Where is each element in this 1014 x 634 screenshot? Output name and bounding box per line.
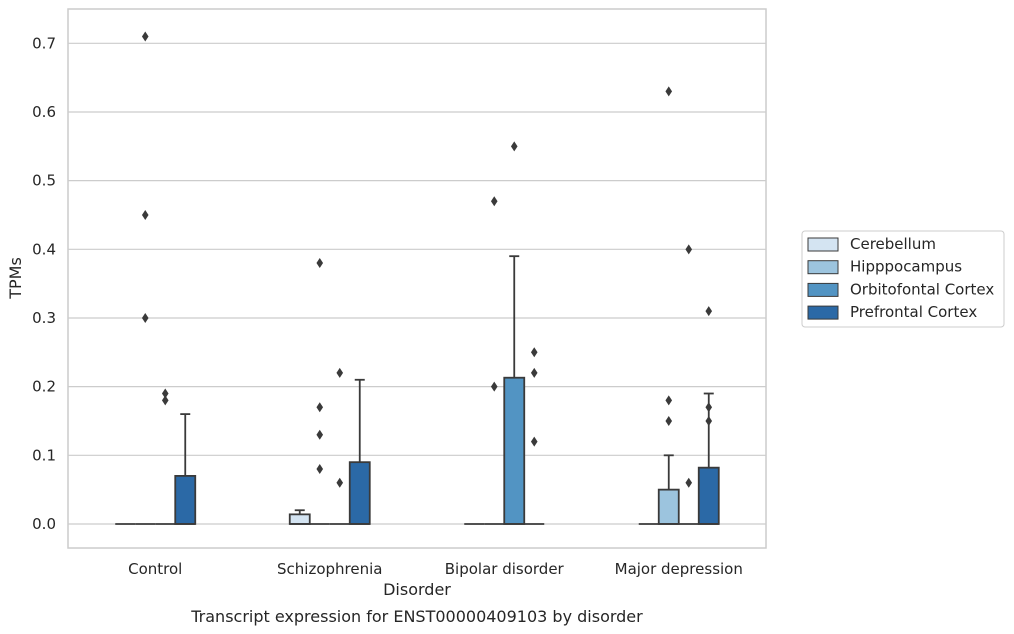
box-2-2 <box>309 258 330 525</box>
y-tick-label: 0.1 <box>32 446 56 464</box>
outlier-point <box>705 402 713 413</box>
outlier-point <box>705 306 713 317</box>
y-tick-label: 0.5 <box>32 172 56 190</box>
x-tick-label: Control <box>128 560 182 578</box>
box-4-2 <box>657 86 680 525</box>
box-rect <box>288 513 311 525</box>
legend-swatch <box>807 260 839 275</box>
x-tick-label: Major depression <box>615 560 743 578</box>
legend-item: Hipppocampus <box>807 258 962 276</box>
legend-swatch <box>807 237 839 252</box>
y-tick-label: 0.4 <box>32 240 56 258</box>
legend-label: Prefrontal Cortex <box>850 303 977 321</box>
y-tick-label: 0.6 <box>32 103 56 121</box>
box-2-4 <box>348 378 371 525</box>
x-tick-label: Schizophrenia <box>277 560 382 578</box>
outlier-point <box>336 367 344 378</box>
box-2-3 <box>329 367 350 525</box>
x-axis-title: Disorder <box>383 580 451 599</box>
legend-item: Cerebellum <box>807 235 936 253</box>
outlier-point <box>665 395 673 406</box>
legend: Cerebellum Hipppocampus Orbitofontal Corte… <box>801 230 1005 328</box>
outlier-point <box>530 347 538 358</box>
outlier-point <box>665 415 673 426</box>
y-tick-labels: 0.0 0.1 0.2 0.3 0.4 0.5 0.6 0.7 <box>32 34 56 533</box>
legend-item: Prefrontal Cortex <box>807 303 977 321</box>
x-tick-label: Bipolar disorder <box>445 560 565 578</box>
legend-label: Cerebellum <box>850 235 936 253</box>
box-rect <box>697 466 720 525</box>
outlier-point <box>530 436 538 447</box>
outlier-point <box>685 244 693 255</box>
outlier-point <box>510 141 518 152</box>
outlier-point <box>141 31 149 42</box>
box-2-1 <box>288 509 311 525</box>
box-rect <box>174 475 197 525</box>
box-rect <box>503 376 526 525</box>
legend-swatch <box>807 305 839 320</box>
legend-label: Orbitofontal Cortex <box>850 280 994 298</box>
outlier-point <box>316 402 324 413</box>
box-1-2 <box>135 31 156 525</box>
x-tick-labels: Control Schizophrenia Bipolar disorder Majo… <box>128 560 743 578</box>
outlier-point <box>490 381 498 392</box>
y-tick-label: 0.2 <box>32 378 56 396</box>
outlier-point <box>336 477 344 488</box>
legend-swatch <box>807 282 839 297</box>
outlier-point <box>141 312 149 323</box>
figure-caption: Transcript expression for ENST0000040910… <box>190 607 643 626</box>
outlier-point <box>685 477 693 488</box>
outlier-point <box>161 395 169 406</box>
legend-frame <box>801 230 1005 328</box>
outlier-point <box>161 388 169 399</box>
outlier-point <box>705 415 713 426</box>
outlier-point <box>316 258 324 269</box>
outlier-point <box>665 86 673 97</box>
box-3-2 <box>484 196 505 525</box>
outlier-point <box>141 209 149 220</box>
outlier-point <box>316 429 324 440</box>
box-4-4 <box>697 306 720 525</box>
box-1-4 <box>174 413 197 525</box>
y-tick-label: 0.0 <box>32 515 56 533</box>
box-rect <box>657 488 680 525</box>
outlier-point <box>530 367 538 378</box>
box-1-3 <box>155 388 176 525</box>
box-4-3 <box>678 244 699 525</box>
legend-label: Hipppocampus <box>850 258 962 276</box>
legend-item: Orbitofontal Cortex <box>807 280 994 298</box>
box-3-4 <box>524 347 545 525</box>
box-rect <box>348 461 371 525</box>
box-series <box>115 31 720 525</box>
outlier-point <box>316 464 324 475</box>
plot-area-frame <box>67 8 767 549</box>
y-axis-title: TPMs <box>6 257 25 300</box>
y-tick-label: 0.7 <box>32 34 56 52</box>
box-3-3 <box>503 141 526 525</box>
y-tick-label: 0.3 <box>32 309 56 327</box>
outlier-point <box>490 196 498 207</box>
